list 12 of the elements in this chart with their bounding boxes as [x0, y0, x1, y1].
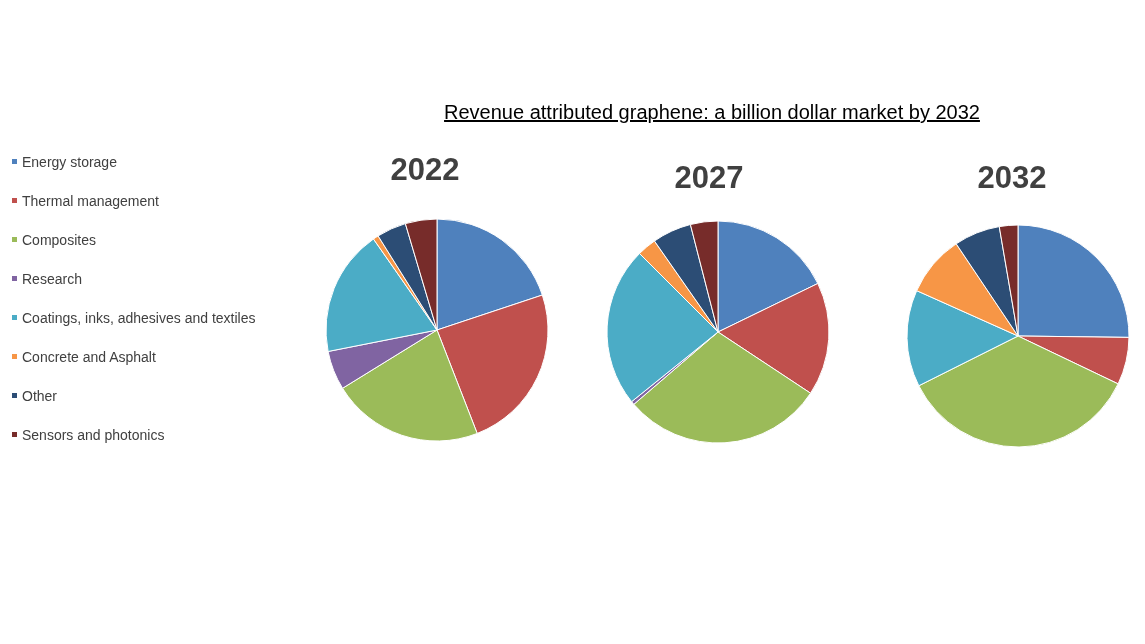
slice-label: 2022 — [390, 152, 460, 187]
legend-label: Thermal management — [22, 193, 160, 209]
legend-label: Coatings, inks, adhesives and textiles — [22, 310, 256, 326]
legend-label: Other — [22, 388, 58, 404]
slice-label: 2032 — [977, 160, 1047, 195]
legend-label: Composites — [22, 232, 96, 248]
legend-label: Concrete and Asphalt — [22, 349, 156, 365]
legend-label: Research — [22, 271, 82, 287]
legend-label: Sensors and photonics — [22, 427, 165, 443]
chart-title: Revenue attributed graphene: a billion dollar market by 2032 — [444, 101, 980, 123]
slice-label: 2027 — [674, 160, 744, 195]
legend-label: Energy storage — [22, 154, 118, 170]
